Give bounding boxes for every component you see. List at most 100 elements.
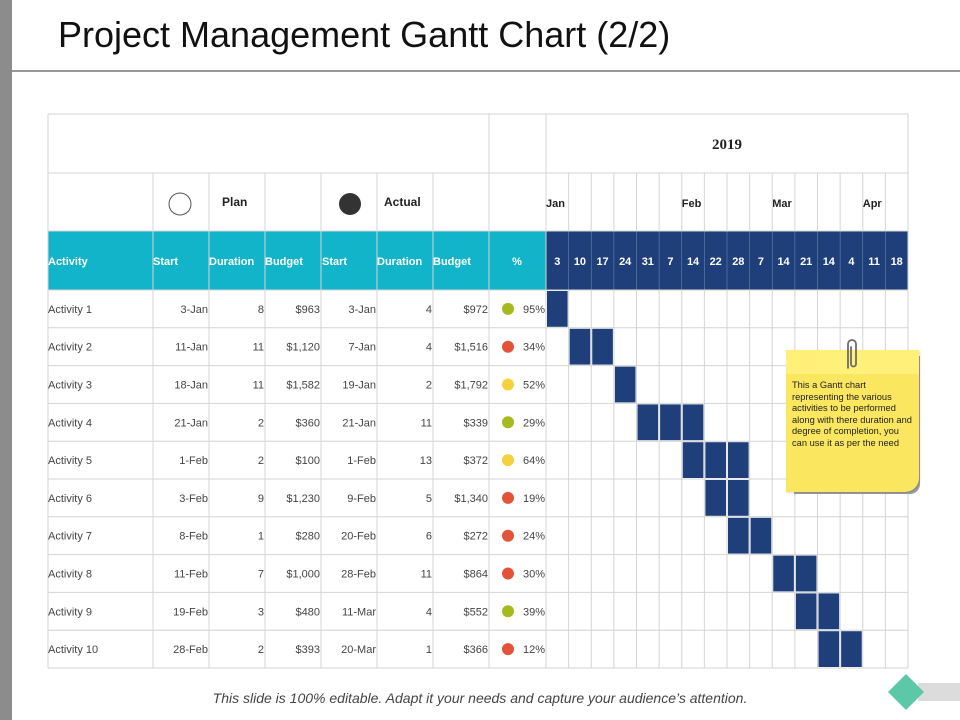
activity-name: Activity 6 [48, 493, 92, 505]
header-row-background [48, 231, 546, 290]
plan-start: 28-Feb [173, 644, 208, 656]
activity-name: Activity 4 [48, 417, 92, 429]
gantt-bar-cell [682, 442, 704, 478]
gantt-bar-cell [705, 480, 726, 516]
gantt-bar-cell [728, 442, 749, 478]
column-header: Budget [433, 256, 471, 268]
week-label: 14 [823, 256, 836, 268]
week-label: 17 [596, 256, 608, 268]
plan-start: 18-Jan [174, 380, 208, 392]
sticky-note: This a Gantt chart representing the vari… [786, 339, 920, 494]
percent-complete: 19% [523, 493, 545, 505]
week-label: 31 [642, 256, 654, 268]
plan-duration: 8 [258, 304, 264, 316]
paperclip-icon [847, 339, 857, 369]
status-dot-icon [501, 604, 515, 619]
gantt-bar-cell [841, 631, 862, 667]
plan-budget: $1,582 [286, 380, 320, 392]
status-dot-icon [501, 415, 515, 430]
actual-budget: $339 [464, 417, 488, 429]
slide-accent-bar [0, 0, 12, 720]
plan-duration: 11 [253, 380, 264, 392]
gantt-bar-cell [637, 404, 659, 441]
week-label: 14 [777, 256, 790, 268]
gantt-bar-cell [795, 555, 817, 592]
hollow-circle-icon [168, 192, 192, 216]
actual-duration: 13 [420, 455, 432, 467]
gantt-bar-cell [547, 291, 568, 327]
sticky-note-paper: This a Gantt chart representing the vari… [786, 350, 919, 492]
gantt-bar-cell [705, 442, 726, 478]
actual-budget: $864 [464, 569, 488, 581]
actual-duration: 1 [426, 644, 432, 656]
plan-duration: 3 [258, 606, 264, 618]
actual-start: 11-Mar [342, 606, 376, 618]
gantt-bar-cell [682, 404, 704, 441]
plan-budget: $1,120 [286, 342, 320, 354]
gantt-bar-cell [728, 517, 749, 554]
actual-start: 20-Feb [341, 531, 376, 543]
actual-start: 1-Feb [347, 455, 376, 467]
actual-start: 21-Jan [342, 417, 376, 429]
plan-duration: 7 [258, 569, 264, 581]
actual-start: 9-Feb [347, 493, 376, 505]
gantt-bar-cell [795, 593, 817, 630]
gantt-bar-cell [728, 480, 749, 516]
month-label: Mar [772, 198, 792, 210]
activity-name: Activity 7 [48, 531, 92, 543]
actual-start: 20-Mar [341, 644, 376, 656]
actual-duration: 4 [426, 606, 432, 618]
plan-budget: $280 [296, 531, 320, 543]
actual-budget: $366 [464, 644, 488, 656]
plan-budget: $100 [296, 455, 320, 467]
gantt-bar-cell [750, 517, 772, 554]
activity-name: Activity 9 [48, 606, 92, 618]
week-label: 3 [554, 256, 560, 268]
plan-budget: $360 [296, 417, 320, 429]
plan-start: 11-Jan [175, 342, 208, 354]
actual-duration: 4 [426, 342, 432, 354]
percent-complete: 64% [523, 455, 545, 467]
status-dot-icon [501, 301, 515, 316]
actual-budget: $272 [464, 531, 488, 543]
column-header: Activity [48, 256, 89, 268]
actual-duration: 5 [426, 493, 432, 505]
actual-duration: 2 [426, 380, 432, 392]
plan-budget: $1,230 [286, 493, 320, 505]
column-header: Start [153, 256, 178, 268]
actual-duration: 11 [421, 569, 432, 581]
activity-name: Activity 10 [48, 644, 98, 656]
actual-budget: $372 [464, 455, 488, 467]
plan-start: 19-Feb [173, 606, 208, 618]
month-label: Feb [682, 198, 702, 210]
plan-start: 3-Jan [180, 304, 208, 316]
gantt-bar-cell [773, 555, 794, 592]
week-label: 11 [868, 256, 880, 268]
status-dot-icon [501, 339, 515, 354]
status-dot-icon [501, 490, 515, 505]
footer-note: This slide is 100% editable. Adapt it yo… [212, 690, 748, 706]
actual-start: 3-Jan [348, 304, 376, 316]
plan-duration: 2 [258, 455, 264, 467]
plan-budget: $480 [296, 606, 320, 618]
sticky-note-fold [786, 350, 919, 374]
actual-start: 19-Jan [342, 380, 376, 392]
sticky-note-text: This a Gantt chart representing the vari… [792, 380, 912, 448]
plan-start: 3-Feb [179, 493, 208, 505]
percent-complete: 52% [523, 380, 545, 392]
week-label: 22 [710, 256, 722, 268]
week-label: 14 [687, 256, 700, 268]
status-dot-icon [501, 453, 515, 468]
plan-duration: 9 [258, 493, 264, 505]
column-header: % [512, 256, 522, 268]
percent-complete: 12% [523, 644, 545, 656]
actual-budget: $1,792 [454, 380, 488, 392]
gantt-bar-cell [592, 328, 613, 365]
plan-duration: 11 [253, 342, 264, 354]
plan-duration: 2 [258, 417, 264, 429]
week-label: 21 [800, 256, 812, 268]
week-label: 4 [848, 256, 855, 268]
month-label: Apr [863, 198, 883, 210]
month-label: Jan [546, 198, 565, 210]
